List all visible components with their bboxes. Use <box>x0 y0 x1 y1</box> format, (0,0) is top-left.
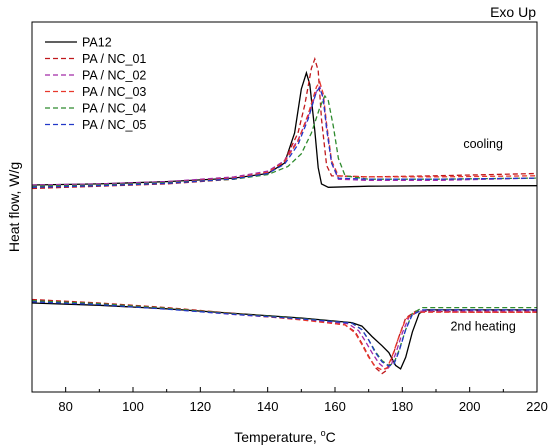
legend-label: PA / NC_02 <box>82 69 146 83</box>
exo-up-label: Exo Up <box>490 4 536 20</box>
x-tick-label: 180 <box>391 399 413 414</box>
series-4-heating-line <box>31 300 537 367</box>
x-tick-label: 140 <box>257 399 279 414</box>
legend-label: PA12 <box>82 36 112 50</box>
annotation-label: 2nd heating <box>450 320 515 334</box>
annotations: cooling 2nd heating <box>450 137 515 334</box>
series-0-heating-line <box>31 302 537 370</box>
series-2-cooling-line <box>31 85 538 186</box>
legend-label: PA / NC_04 <box>82 102 146 116</box>
series-curves <box>31 56 538 375</box>
x-tick-label: 100 <box>122 399 144 414</box>
plot-frame <box>31 21 538 393</box>
series-3-heating-line <box>31 300 537 371</box>
legend-label: PA / NC_05 <box>82 118 146 132</box>
y-axis-title: Heat flow, W/g <box>6 162 22 252</box>
x-axis-ticks: 80 100 120 140 160 180 200 220 <box>31 387 548 414</box>
x-tick-label: 200 <box>459 399 481 414</box>
x-tick-label: 160 <box>324 399 346 414</box>
x-tick-label: 220 <box>526 399 548 414</box>
x-tick-label: 80 <box>58 399 72 414</box>
x-tick-label: 120 <box>189 399 211 414</box>
annotation-label: cooling <box>463 137 503 151</box>
legend-label: PA / NC_03 <box>82 85 146 99</box>
legend: PA12 PA / NC_01 PA / NC_02 PA / NC_03 PA / N… <box>45 36 146 132</box>
x-axis-title: Temperature, oC <box>234 428 336 445</box>
series-2-heating-line <box>31 301 537 370</box>
series-5-cooling-line <box>31 86 538 188</box>
legend-label: PA / NC_01 <box>82 52 146 66</box>
